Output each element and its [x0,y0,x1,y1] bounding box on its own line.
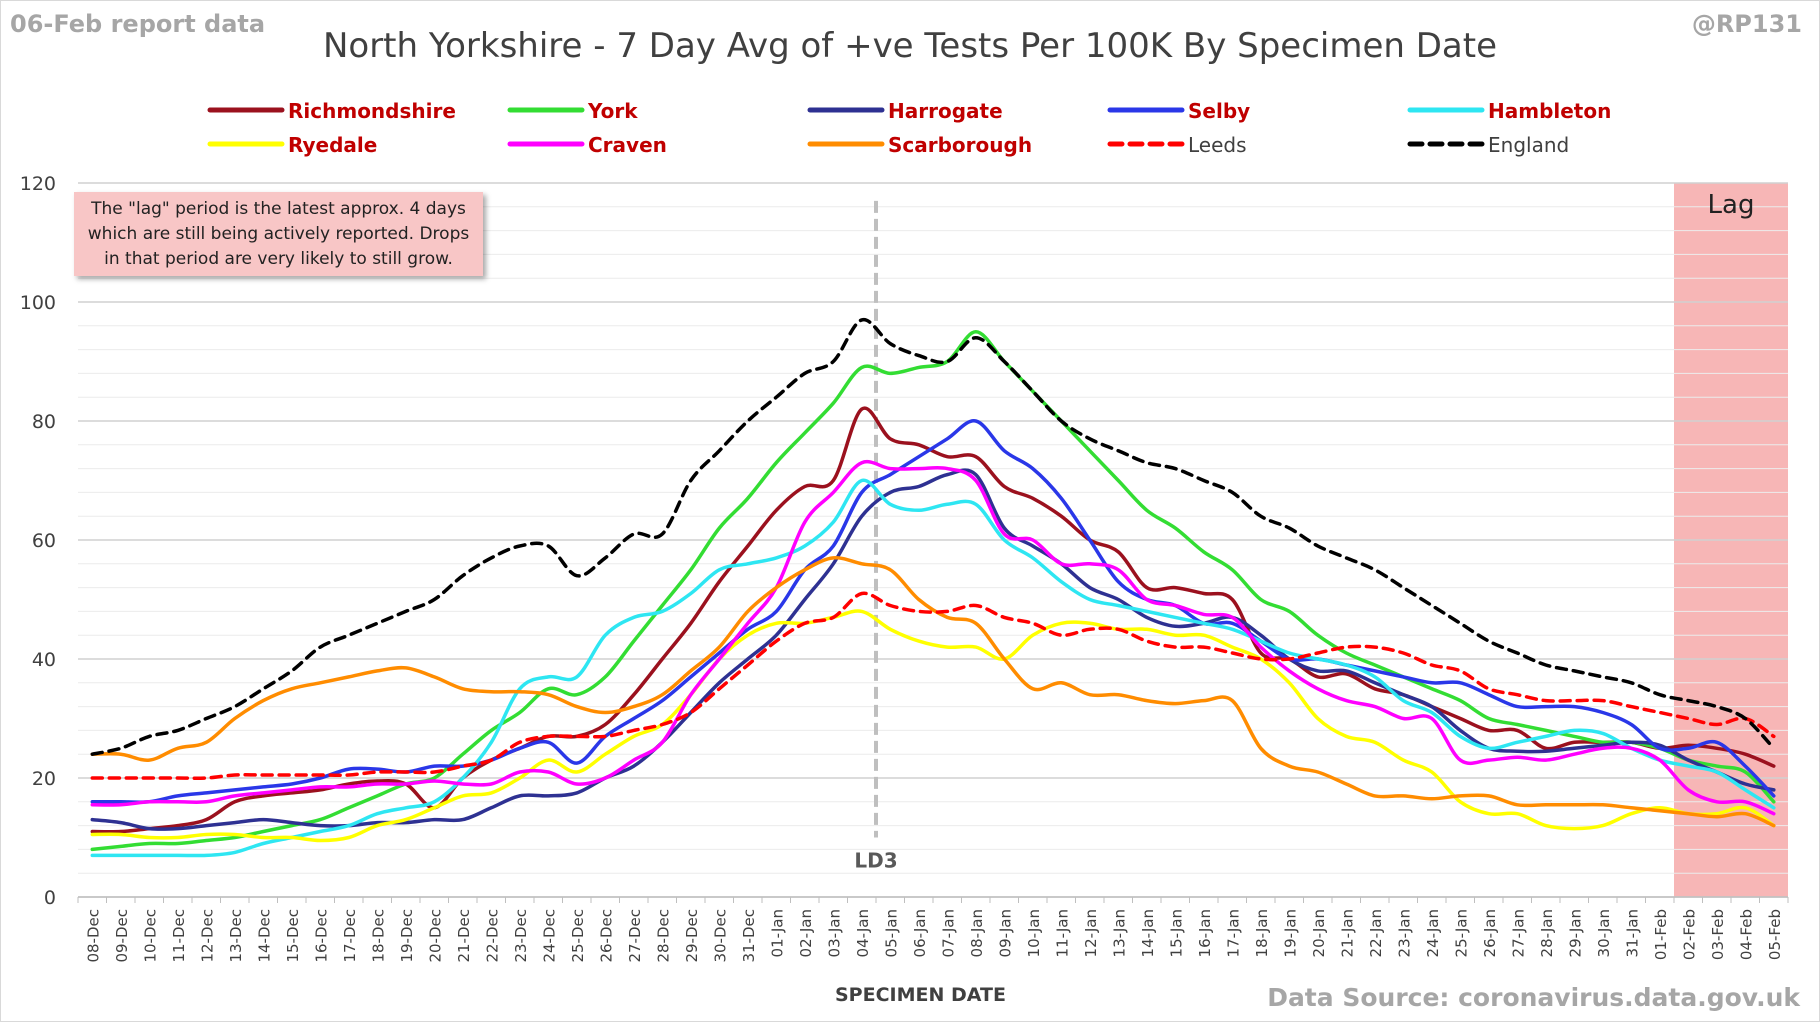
x-tick-label: 08-Jan [968,909,986,957]
x-tick-label: 20-Dec [426,909,444,963]
series-line-ryedale [90,609,1776,843]
x-tick-label: 17-Jan [1224,909,1242,957]
x-tick-label: 16-Dec [312,909,330,963]
x-tick-label: 11-Dec [170,909,188,963]
x-tick-label: 23-Jan [1395,909,1413,957]
x-tick-label: 18-Dec [369,909,387,963]
x-tick-label: 14-Dec [255,909,273,963]
series-line-scarborough [90,556,1776,828]
x-tick-label: 12-Dec [198,909,216,963]
x-tick-label: 15-Jan [1167,909,1185,957]
x-tick-label: 15-Dec [284,909,302,963]
x-tick-label: 03-Jan [825,909,843,957]
x-tick-label: 27-Dec [626,909,644,963]
x-tick-label: 20-Jan [1310,909,1328,957]
x-tick-label: 24-Dec [540,909,558,963]
series-line-hambleton [90,478,1776,858]
x-tick-label: 19-Jan [1281,909,1299,957]
x-tick-label: 10-Dec [141,909,159,963]
x-tick-label: 09-Jan [996,909,1014,957]
x-tick-label: 04-Feb [1737,909,1755,960]
x-tick-label: 25-Jan [1452,909,1470,957]
x-tick-label: 28-Dec [654,909,672,963]
x-tick-label: 27-Jan [1509,909,1527,957]
legend: Richmondshire York Harrogate Selby Hambleton… [207,99,1611,157]
x-tick-label: 11-Jan [1053,909,1071,957]
chart-title: North Yorkshire - 7 Day Avg of +ve Tests… [322,26,1498,66]
x-tick-label: 19-Dec [398,909,416,963]
lag-note-box: The "lag" period is the latest approx. 4… [74,192,483,276]
x-tick-label: 04-Jan [854,909,872,957]
series-line-selby [90,419,1776,804]
x-tick-label: 01-Jan [768,909,786,957]
legend-label-hambleton: Hambleton [1488,99,1611,123]
y-tick-label: 80 [32,411,56,433]
x-tick-label: 29-Jan [1566,909,1584,957]
x-tick-label: 25-Dec [569,909,587,963]
x-tick-label: 05-Jan [882,909,900,957]
author-handle: @RP131 [1691,10,1802,38]
x-tick-label: 06-Jan [911,909,929,957]
x-tick-label: 30-Dec [711,909,729,963]
legend-label-ryedale: Ryedale [288,133,377,157]
legend-label-leeds: Leeds [1188,133,1247,157]
x-tick-label: 03-Feb [1709,909,1727,960]
report-date-note: 06-Feb report data [10,10,266,38]
x-tick-label: 21-Dec [455,909,473,963]
x-tick-label: 22-Dec [483,909,501,963]
x-tick-label: 22-Jan [1367,909,1385,957]
x-tick-label: 29-Dec [683,909,701,963]
legend-label-england: England [1488,133,1569,157]
x-tick-label: 17-Dec [341,909,359,963]
ld3-marker-label: LD3 [854,848,897,872]
x-tick-label: 26-Jan [1481,909,1499,957]
x-tick-label: 02-Feb [1680,909,1698,960]
x-tick-label: 26-Dec [597,909,615,963]
legend-label-selby: Selby [1188,99,1250,123]
y-tick-label: 40 [32,649,56,671]
y-tick-label: 60 [32,530,56,552]
legend-label-richmondshire: Richmondshire [288,99,456,123]
x-axis-label: SPECIMEN DATE [835,984,1006,1006]
legend-label-scarborough: Scarborough [888,133,1032,157]
x-tick-label: 14-Jan [1139,909,1157,957]
axes [77,896,1789,903]
y-tick-label: 100 [20,292,56,314]
x-axis-tick-labels: 08-Dec 09-Dec 10-Dec 11-Dec 12-Dec 13-Dec 14-D… [84,909,1784,963]
x-tick-label: 02-Jan [797,909,815,957]
x-tick-label: 24-Jan [1424,909,1442,957]
x-tick-label: 08-Dec [84,909,102,963]
y-tick-label: 20 [32,768,56,790]
x-tick-label: 23-Dec [512,909,530,963]
x-tick-label: 16-Jan [1196,909,1214,957]
x-tick-label: 31-Dec [740,909,758,963]
x-tick-label: 18-Jan [1253,909,1271,957]
legend-label-york: York [587,99,638,123]
y-axis-tick-labels: 0 20 40 60 80 100 120 [20,173,56,909]
lag-label: Lag [1708,190,1755,220]
series-lines [90,318,1776,858]
x-tick-label: 05-Feb [1766,909,1784,960]
data-source: Data Source: coronavirus.data.gov.uk [1267,983,1800,1012]
x-tick-label: 10-Jan [1025,909,1043,957]
series-line-england [90,318,1776,756]
x-tick-label: 12-Jan [1082,909,1100,957]
x-tick-label: 30-Jan [1595,909,1613,957]
x-tick-label: 31-Jan [1623,909,1641,957]
x-tick-label: 13-Dec [227,909,245,963]
series-line-york [90,330,1776,852]
x-tick-label: 01-Feb [1652,909,1670,960]
series-line-craven [90,460,1776,816]
x-tick-label: 21-Jan [1338,909,1356,957]
legend-label-craven: Craven [588,133,667,157]
series-line-leeds [90,591,1776,780]
y-tick-label: 120 [20,173,56,195]
legend-label-harrogate: Harrogate [888,99,1003,123]
x-tick-label: 09-Dec [113,909,131,963]
x-tick-label: 28-Jan [1538,909,1556,957]
x-tick-label: 07-Jan [939,909,957,957]
y-tick-label: 0 [44,887,56,909]
x-tick-label: 13-Jan [1110,909,1128,957]
